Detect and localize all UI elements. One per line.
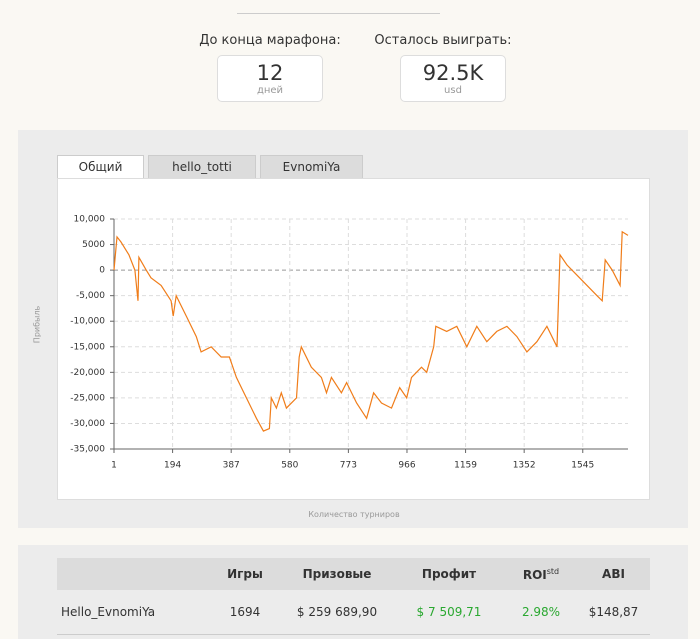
x-tick-label: 1 (111, 461, 117, 471)
x-tick-label: 387 (223, 461, 240, 471)
tab[interactable]: EvnomiYa (260, 155, 363, 178)
y-tick-label: -25,000 (70, 393, 105, 403)
header-text: ROI (522, 567, 547, 582)
top-divider (237, 13, 440, 14)
y-tick-label: -35,000 (70, 445, 105, 455)
y-tick-label: -10,000 (70, 317, 105, 327)
header-cell: Профит (393, 558, 505, 590)
x-tick-label: 1352 (513, 461, 536, 471)
header-cell: Игры (209, 558, 281, 590)
cell: 2.98% (505, 590, 577, 635)
stat-label: Осталось выиграть: (374, 33, 512, 48)
x-tick-label: 1159 (454, 461, 477, 471)
profit-line (113, 230, 629, 432)
cell: 1694 (209, 590, 281, 635)
y-tick-label: -30,000 (70, 419, 105, 429)
tab[interactable]: Общий (57, 155, 144, 178)
y-tick-label: -15,000 (70, 342, 105, 352)
x-tick-label: 194 (164, 461, 181, 471)
y-tick-label: -20,000 (70, 368, 105, 378)
header-row: Игры Призовые Профит ROIstd ABI (57, 558, 650, 590)
stat-value: 12 (256, 61, 284, 85)
x-tick-label: 1545 (571, 461, 594, 471)
x-axis-label: Количество турниров (308, 510, 400, 519)
x-tick-label: 580 (281, 461, 298, 471)
cell: $148,87 (577, 590, 650, 635)
cell: $ 7 509,71 (393, 590, 505, 635)
stat-box: 92.5K usd (400, 55, 506, 102)
y-tick-label: 0 (99, 266, 105, 276)
cell: $ 259 689,90 (281, 590, 393, 635)
y-tick-label: -5,000 (76, 291, 105, 301)
x-tick-label: 773 (340, 461, 357, 471)
cell: Hello_EvnomiYa (57, 590, 209, 635)
stat-unit: usd (444, 85, 462, 96)
y-tick-label: 5000 (82, 240, 105, 250)
data-row: Hello_EvnomiYa 1694 $ 259 689,90 $ 7 509… (57, 590, 650, 635)
stat-box: 12 дней (217, 55, 323, 102)
header-cell: ABI (577, 558, 650, 590)
y-axis-label: Прибыль (32, 305, 42, 344)
results-table: Игры Призовые Профит ROIstd ABI Hello_Ev… (57, 558, 650, 635)
x-tick-label: 966 (398, 461, 415, 471)
header-cell: ROIstd (505, 558, 577, 590)
header-cell (57, 558, 209, 590)
stat-unit: дней (256, 85, 284, 96)
y-tick-label: 10,000 (74, 215, 106, 225)
stat-label: До конца марафона: (199, 33, 341, 48)
tab[interactable]: hello_totti (148, 155, 256, 178)
stat-value: 92.5K (422, 61, 484, 85)
header-sup: std (546, 566, 560, 576)
chart: -35,000 -30,000 -25,000 -20,000 -15,000 -10,0… (57, 178, 650, 500)
header-cell: Призовые (281, 558, 393, 590)
